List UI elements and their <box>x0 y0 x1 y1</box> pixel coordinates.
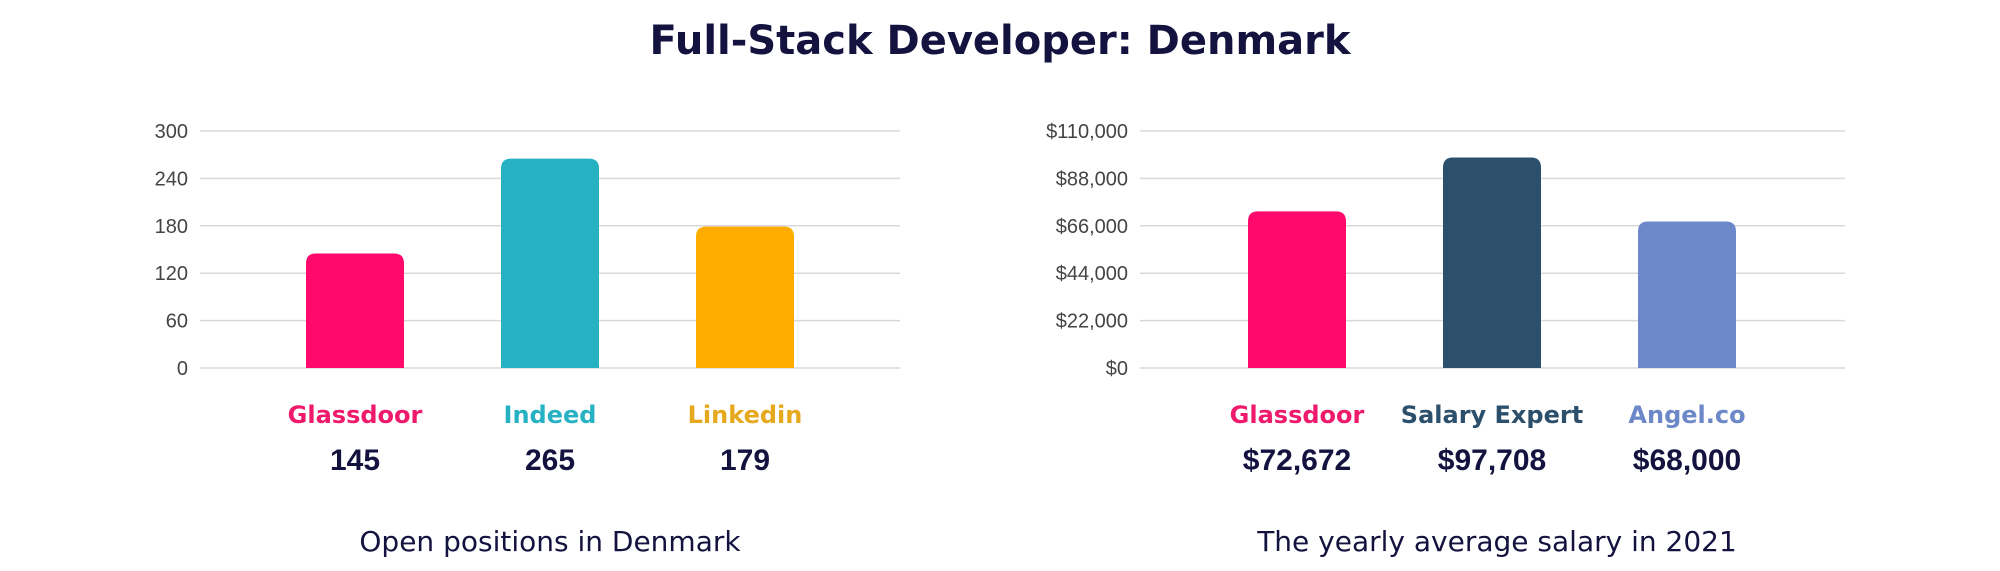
y-tick-label: $88,000 <box>1056 168 1128 190</box>
y-tick-label: 240 <box>155 168 188 190</box>
value-label: 145 <box>330 444 380 477</box>
y-tick-label: 180 <box>155 216 188 238</box>
y-tick-label: $44,000 <box>1056 263 1128 285</box>
chart-caption: The yearly average salary in 2021 <box>1256 525 1737 558</box>
bar-chart-2: $0 $22,000 $44,000 $66,000 $88,000 $110,000 Gl… <box>1046 121 1845 558</box>
y-tick-label: $110,000 <box>1046 121 1128 143</box>
bar-chart-1: 0 60 120 180 240 300 Glassdoor 145 Indeed 265 Link… <box>155 121 900 558</box>
y-tick-label: 0 <box>177 358 188 380</box>
y-tick-label: $0 <box>1106 358 1128 380</box>
value-label: $68,000 <box>1633 444 1741 477</box>
bar-salary-expert <box>1443 157 1541 368</box>
y-tick-label: 60 <box>166 311 188 333</box>
bar-angel-co <box>1638 221 1736 368</box>
y-tick-label: 120 <box>155 263 188 285</box>
category-label: Linkedin <box>688 401 803 429</box>
category-label: Glassdoor <box>288 401 423 429</box>
category-label: Angel.co <box>1628 401 1745 429</box>
bar-glassdoor <box>306 253 404 368</box>
bar-indeed <box>501 158 599 368</box>
bar-glassdoor <box>1248 211 1346 368</box>
value-label: $72,672 <box>1243 444 1351 477</box>
page-title: Full-Stack Developer: Denmark <box>649 18 1351 64</box>
value-label: 179 <box>720 444 770 477</box>
y-tick-label: $66,000 <box>1056 216 1128 238</box>
y-tick-label: $22,000 <box>1056 311 1128 333</box>
category-label: Indeed <box>504 401 597 429</box>
y-tick-label: 300 <box>155 121 188 143</box>
value-label: 265 <box>525 444 575 477</box>
category-label: Salary Expert <box>1401 401 1583 429</box>
value-label: $97,708 <box>1438 444 1546 477</box>
chart-caption: Open positions in Denmark <box>359 525 741 558</box>
category-label: Glassdoor <box>1230 401 1365 429</box>
bar-linkedin <box>696 226 794 368</box>
